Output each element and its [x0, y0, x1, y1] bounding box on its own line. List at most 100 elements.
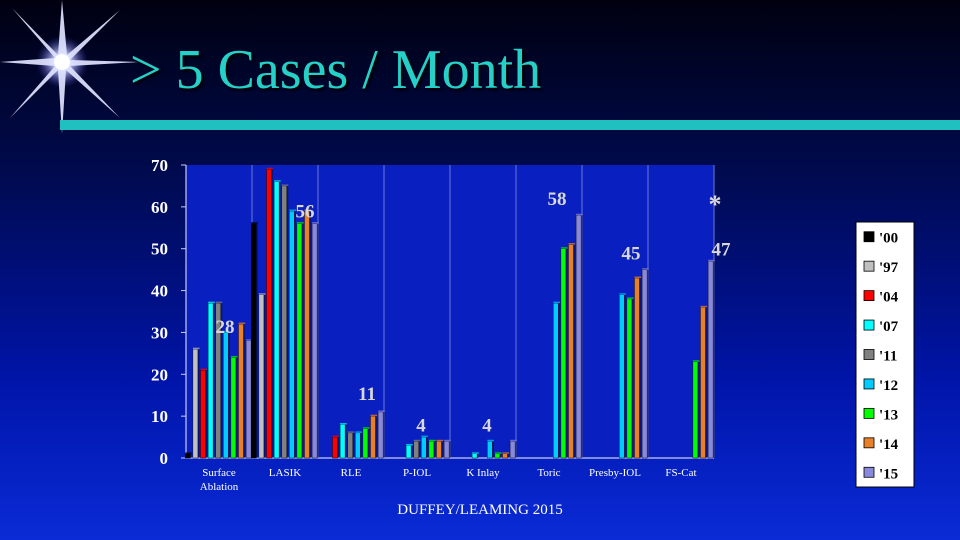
bar — [230, 357, 237, 459]
bar-top — [428, 439, 436, 442]
data-callout: * — [709, 190, 722, 219]
bar-top — [200, 368, 208, 371]
bar — [626, 298, 633, 459]
legend-label: '04 — [879, 290, 899, 306]
y-tick-label: 70 — [151, 156, 168, 175]
bar-shade — [220, 303, 223, 458]
bar-shade — [492, 441, 494, 458]
bar — [405, 445, 412, 459]
bar — [200, 369, 206, 459]
star-burst-decoration — [0, 0, 140, 134]
bar-shade — [499, 453, 502, 458]
legend-label: '97 — [879, 260, 899, 276]
bar — [347, 432, 353, 459]
bar-shade — [418, 441, 421, 458]
data-callout: 11 — [358, 384, 376, 405]
bar-shade — [411, 445, 413, 458]
bar — [575, 215, 582, 459]
bar — [494, 453, 501, 459]
bar-top — [626, 297, 634, 299]
bar-shade — [317, 223, 319, 458]
legend-swatch — [863, 378, 875, 390]
bar-shade — [507, 453, 510, 458]
x-tick-label: Presby-IOL — [589, 467, 641, 479]
x-tick-label: RLE — [341, 467, 362, 479]
bar — [238, 323, 244, 459]
bar — [289, 210, 295, 459]
x-tick-label: P-IOL — [403, 467, 431, 479]
bar-top — [560, 247, 568, 249]
bar-top — [312, 222, 319, 224]
data-callout: 28 — [216, 317, 235, 338]
bar-shade — [367, 428, 370, 458]
legend-swatch — [863, 260, 875, 272]
bar-shade — [263, 294, 266, 458]
bar-top — [223, 330, 230, 333]
bar-shade — [360, 432, 362, 458]
bar-shade — [515, 441, 517, 458]
bar-top — [502, 452, 510, 454]
title-underline-rule — [60, 120, 960, 130]
bar-top — [296, 222, 304, 224]
legend-swatch — [863, 290, 875, 302]
bar-shade — [573, 244, 576, 458]
bar-shade — [213, 303, 215, 458]
bar-shade — [713, 261, 715, 458]
bar-shade — [197, 349, 200, 458]
bar — [245, 340, 252, 459]
bar-top — [355, 431, 362, 433]
bar-shade — [375, 416, 378, 458]
bar-top — [708, 259, 715, 262]
bar-top — [634, 276, 642, 279]
bar-top — [230, 356, 238, 358]
bar — [641, 269, 648, 459]
bar-top — [266, 167, 274, 170]
bar-top — [553, 301, 560, 304]
legend-label: '13 — [879, 407, 898, 423]
data-callout: 4 — [482, 415, 492, 436]
y-tick-label: 20 — [151, 365, 168, 384]
bar-top — [215, 301, 223, 304]
bar-top — [362, 427, 370, 429]
bar-shade — [433, 441, 436, 458]
bar — [266, 168, 272, 459]
bar-top — [444, 439, 451, 442]
bar-top — [238, 322, 246, 325]
bar-top — [289, 209, 296, 212]
bar-shade — [243, 324, 246, 458]
bar — [509, 441, 516, 459]
bar — [223, 332, 229, 459]
legend-label: '11 — [879, 349, 897, 365]
legend-label: '15 — [879, 466, 898, 482]
bar-shade — [286, 185, 289, 458]
bar — [553, 302, 559, 459]
bar — [370, 415, 376, 459]
bar — [207, 302, 214, 459]
y-tick-label: 50 — [151, 240, 168, 259]
bar — [355, 432, 361, 459]
bar-top — [700, 305, 708, 308]
bar — [185, 453, 191, 459]
bar-shade — [631, 298, 634, 458]
bar — [700, 307, 706, 459]
bar-shade — [647, 269, 649, 458]
bar-shade — [558, 303, 560, 458]
bar-shade — [581, 215, 583, 458]
bar — [311, 223, 318, 459]
legend-swatch — [863, 349, 875, 360]
legend-swatch — [863, 466, 875, 478]
bar-top — [304, 209, 312, 212]
bar — [377, 411, 384, 459]
bar — [692, 361, 699, 459]
bar-top — [692, 360, 700, 362]
legend-swatch — [863, 319, 875, 331]
legend-label: '00 — [879, 231, 898, 247]
y-tick-label: 0 — [160, 449, 169, 468]
bar-shade — [352, 432, 355, 458]
bar-shade — [228, 332, 230, 458]
bar-shade — [477, 453, 479, 458]
bar-top — [510, 439, 517, 442]
bar — [192, 348, 199, 459]
bar-top — [251, 222, 258, 224]
